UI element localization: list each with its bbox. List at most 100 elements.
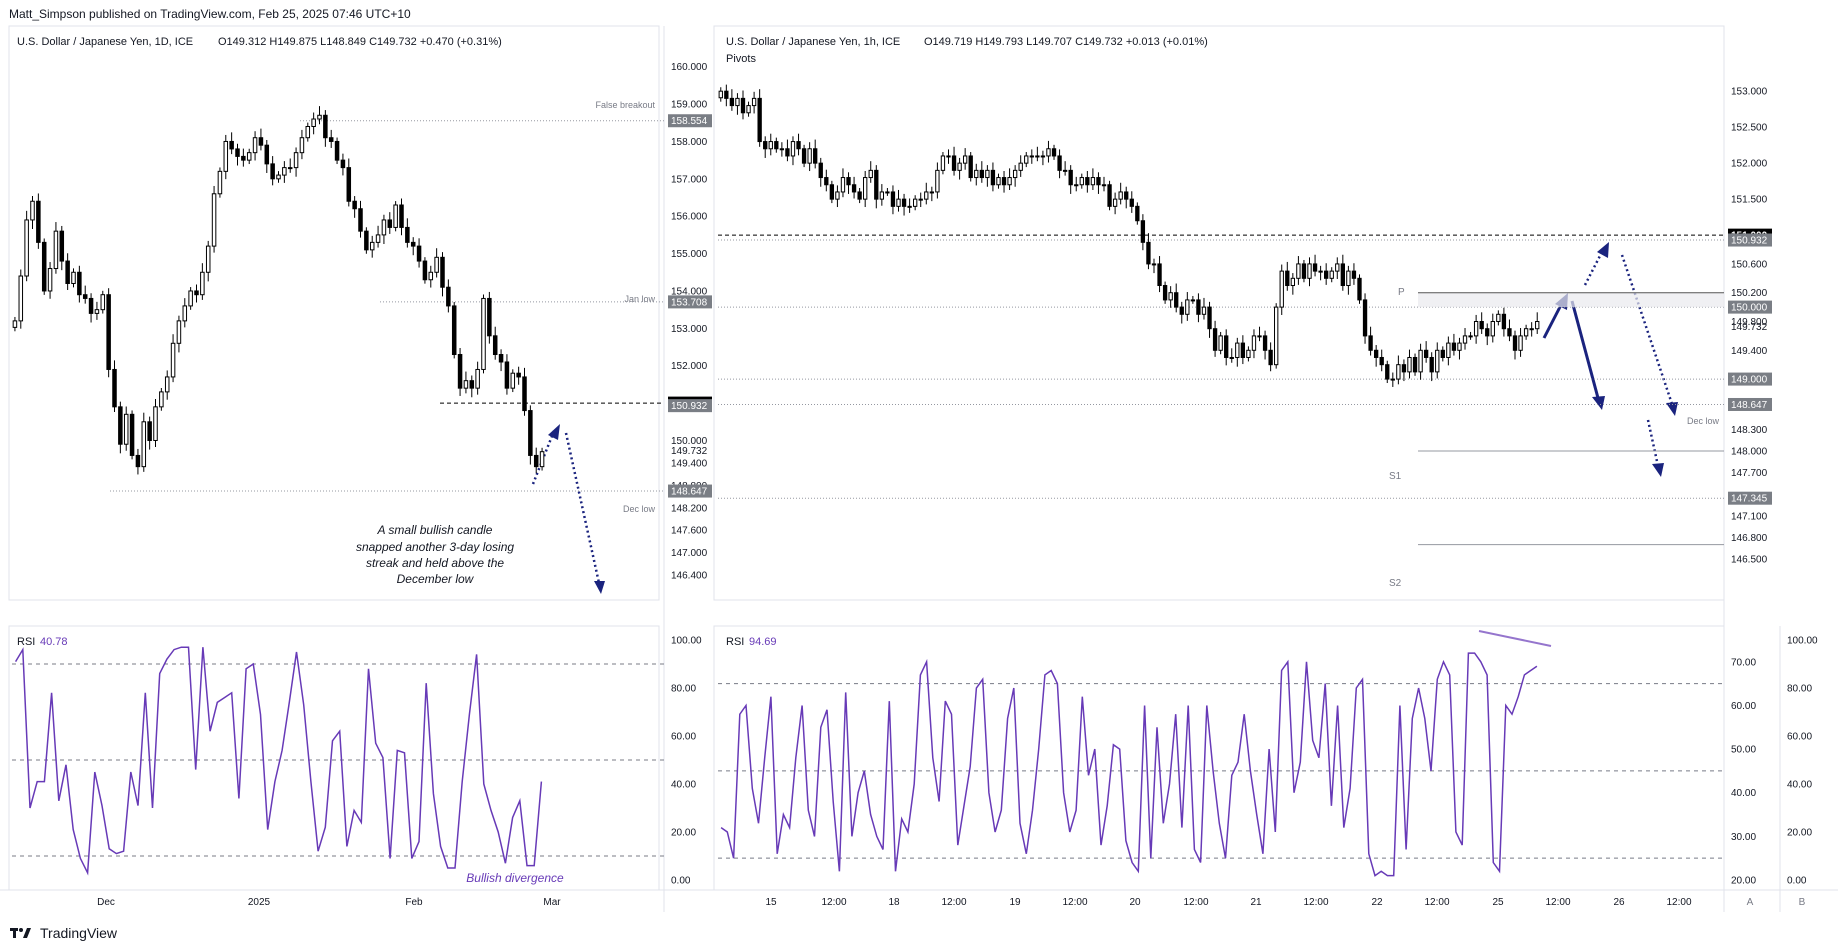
- candle-body: [1207, 306, 1212, 330]
- candle-body: [1479, 321, 1484, 330]
- candle-body: [1401, 364, 1407, 373]
- candle-body: [1451, 342, 1457, 351]
- y-tick-label: 149.400: [1731, 346, 1768, 357]
- candle-body: [364, 230, 369, 251]
- dec-low-label-left: Dec low: [623, 504, 656, 514]
- price-tag: [1728, 372, 1772, 386]
- candle-body: [469, 380, 475, 389]
- price-tag-label: 149.000: [1731, 375, 1768, 386]
- y-tick-label: 152.000: [671, 361, 708, 372]
- candle-body: [170, 342, 176, 378]
- candle-body: [194, 290, 199, 296]
- candle-body: [1179, 306, 1184, 315]
- rsi-y-tick-label: 0.00: [671, 876, 691, 887]
- candle-body: [446, 286, 451, 307]
- candle-body: [1385, 364, 1390, 380]
- candle-body: [416, 245, 422, 262]
- candle-body: [1473, 321, 1479, 337]
- right-price-pane[interactable]: [713, 25, 1725, 601]
- candle-body: [1051, 148, 1057, 157]
- candle-body: [1507, 328, 1512, 337]
- pivot-s2-label: S2: [1389, 578, 1402, 589]
- candle-body: [30, 200, 35, 221]
- y-tick-label: 148.000: [1731, 447, 1768, 458]
- candle-body: [1290, 277, 1296, 287]
- left-rsi-label: RSI: [17, 636, 35, 648]
- price-tag: [1728, 300, 1772, 314]
- candle-body: [1423, 349, 1429, 358]
- candle-body: [1124, 191, 1129, 200]
- y-tick-label: 155.000: [671, 249, 708, 260]
- candle-body: [428, 271, 434, 281]
- candle-body: [205, 245, 211, 273]
- scale-button-b[interactable]: B: [1799, 897, 1806, 908]
- candle-body: [451, 305, 457, 356]
- annotation-line-3: streak and held above the: [366, 556, 504, 570]
- candle-body: [188, 290, 193, 307]
- candle-body: [729, 97, 735, 107]
- candle-body: [885, 191, 890, 194]
- candle-body: [1068, 169, 1073, 186]
- left-arrow-down: [564, 432, 601, 584]
- y-tick-label: 149.800: [1731, 317, 1768, 328]
- candle-body: [951, 155, 957, 171]
- right-x-tick-1200-c: 12:00: [1062, 897, 1087, 908]
- y-tick-label: 152.000: [1731, 159, 1768, 170]
- candle-body: [1085, 177, 1090, 186]
- candle-body: [801, 148, 807, 164]
- candle-body: [1418, 349, 1423, 373]
- right-x-tick-1200-f: 12:00: [1424, 897, 1449, 908]
- candle-body: [164, 376, 170, 393]
- left-rsi-pane[interactable]: [8, 625, 660, 891]
- right-x-tick-1200-a: 12:00: [821, 897, 846, 908]
- candle-body: [1535, 321, 1540, 330]
- candle-body: [1024, 155, 1029, 164]
- price-tag: [668, 295, 712, 309]
- rsi-y-tick-label: 100.00: [671, 636, 702, 647]
- scale-button-a[interactable]: A: [1747, 897, 1754, 908]
- candle-body: [824, 177, 829, 186]
- candle-body: [946, 155, 951, 158]
- candle-body: [1235, 342, 1240, 358]
- candle-body: [182, 305, 188, 322]
- candle-body: [1240, 342, 1246, 358]
- candle-body: [1090, 177, 1096, 186]
- bullish-divergence-note: Bullish divergence: [466, 871, 564, 885]
- y-tick-label: 147.700: [1731, 468, 1768, 479]
- candle-body: [985, 169, 990, 179]
- candle-body: [1135, 205, 1140, 222]
- candle-body: [979, 169, 984, 179]
- candle-body: [740, 97, 746, 114]
- candle-body: [346, 167, 352, 202]
- y-tick-label: 148.300: [1731, 425, 1768, 436]
- candle-body: [1046, 148, 1051, 157]
- tradingview-logo[interactable]: TradingView: [10, 925, 117, 941]
- left-price-pane[interactable]: [8, 25, 660, 601]
- candle-body: [1224, 335, 1229, 358]
- candle-body: [1112, 198, 1118, 207]
- candle-body: [785, 148, 790, 157]
- candle-body: [790, 141, 796, 157]
- candle-body: [1118, 191, 1123, 200]
- candle-body: [918, 198, 923, 201]
- candle-body: [135, 454, 141, 468]
- rsi-y-tick-label: 60.00: [671, 732, 696, 743]
- candle-body: [299, 137, 305, 154]
- candle-body: [896, 198, 901, 207]
- right-ohlc: O149.719 H149.793 L149.707 C149.732 +0.0…: [924, 36, 1208, 48]
- candle-body: [1062, 169, 1068, 172]
- candle-body: [779, 148, 785, 151]
- right-x-tick-1200-b: 12:00: [941, 897, 966, 908]
- y-tick-label: 146.400: [671, 571, 708, 582]
- price-tag-label: 147.345: [1731, 494, 1768, 505]
- right-rsi-pane[interactable]: [713, 625, 1725, 891]
- y-tick-label: 153.000: [1731, 87, 1768, 98]
- candle-body: [223, 140, 229, 172]
- candle-body: [829, 184, 835, 200]
- candle-body: [147, 421, 152, 441]
- candle-body: [813, 148, 818, 164]
- candle-body: [47, 268, 53, 292]
- candle-body: [746, 105, 751, 114]
- y-tick-label: 157.000: [671, 174, 708, 185]
